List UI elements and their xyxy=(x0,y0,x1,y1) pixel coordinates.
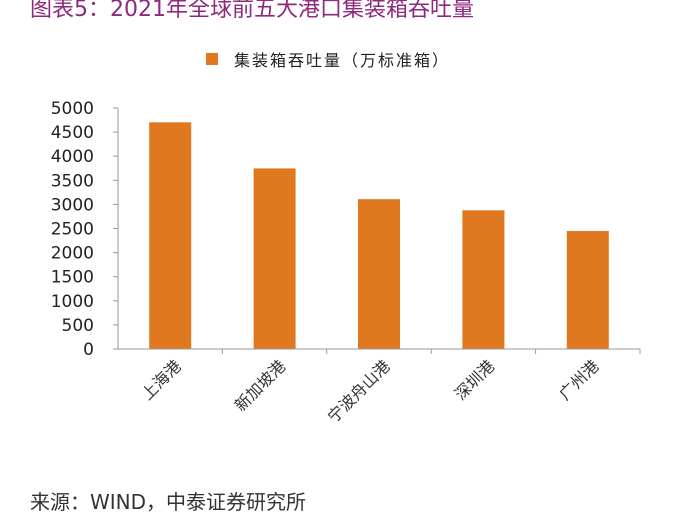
y-tick-label: 500 xyxy=(62,316,94,336)
x-tick-label: 新加坡港 xyxy=(231,356,290,415)
bar xyxy=(462,210,505,349)
legend-swatch xyxy=(206,53,218,65)
y-tick-label: 0 xyxy=(83,340,94,360)
bar xyxy=(149,122,192,349)
bar xyxy=(358,199,400,349)
y-tick-label: 3500 xyxy=(51,171,94,191)
y-tick-label: 1000 xyxy=(51,292,94,312)
y-tick-label: 3000 xyxy=(51,195,94,215)
y-tick-label: 2500 xyxy=(51,220,94,240)
bar-chart: 0 500 1000 1500 2000 2500 3000 3500 4000 4500 5000… xyxy=(51,99,641,426)
chart-legend: 集装箱吞吐量（万标准箱） xyxy=(206,48,450,70)
x-tick-label: 深圳港 xyxy=(451,356,498,403)
y-tick-label: 2000 xyxy=(51,244,94,264)
y-tick-label: 5000 xyxy=(51,99,94,119)
legend-label: 集装箱吞吐量（万标准箱） xyxy=(234,51,451,70)
x-tick-label: 宁波舟山港 xyxy=(324,356,394,426)
source-note: 来源：WIND，中泰证券研究所 xyxy=(30,490,307,514)
y-tick-label: 1500 xyxy=(51,268,94,288)
x-tick-label: 广州港 xyxy=(555,356,602,403)
chart-title: 图表5：2021年全球前五大港口集装箱吞吐量 xyxy=(30,0,474,22)
y-tick-label: 4500 xyxy=(51,123,94,143)
bar xyxy=(566,231,609,349)
x-tick-label: 上海港 xyxy=(138,356,185,403)
bar xyxy=(253,168,296,349)
y-tick-label: 4000 xyxy=(51,147,94,167)
